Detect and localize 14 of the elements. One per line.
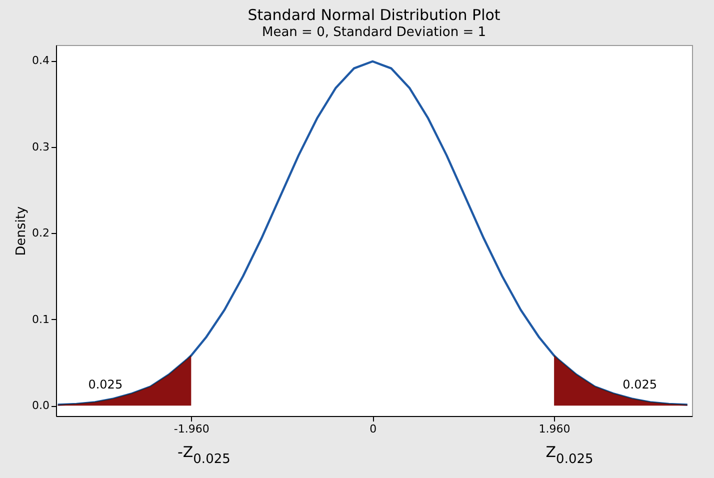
- x-tick-label: 0: [370, 422, 377, 436]
- y-tick-label: 0.2: [32, 226, 50, 240]
- annotation: 0.025: [622, 378, 658, 392]
- y-tick-label: 0.1: [32, 312, 50, 326]
- chart-subtitle: Mean = 0, Standard Deviation = 1: [262, 25, 486, 40]
- y-tick-label: 0.3: [32, 140, 50, 154]
- y-tick-label: 0.4: [32, 54, 50, 68]
- line-series: [56, 60, 688, 406]
- x-tick-label: -1.960: [174, 422, 210, 436]
- y-axis-title: Density: [14, 206, 30, 256]
- y-tick-label: 0.0: [32, 399, 50, 412]
- x-tick-label: 1.960: [538, 422, 570, 436]
- annotation: 0.025: [88, 378, 123, 392]
- chart-title: Standard Normal Distribution Plot: [248, 6, 500, 24]
